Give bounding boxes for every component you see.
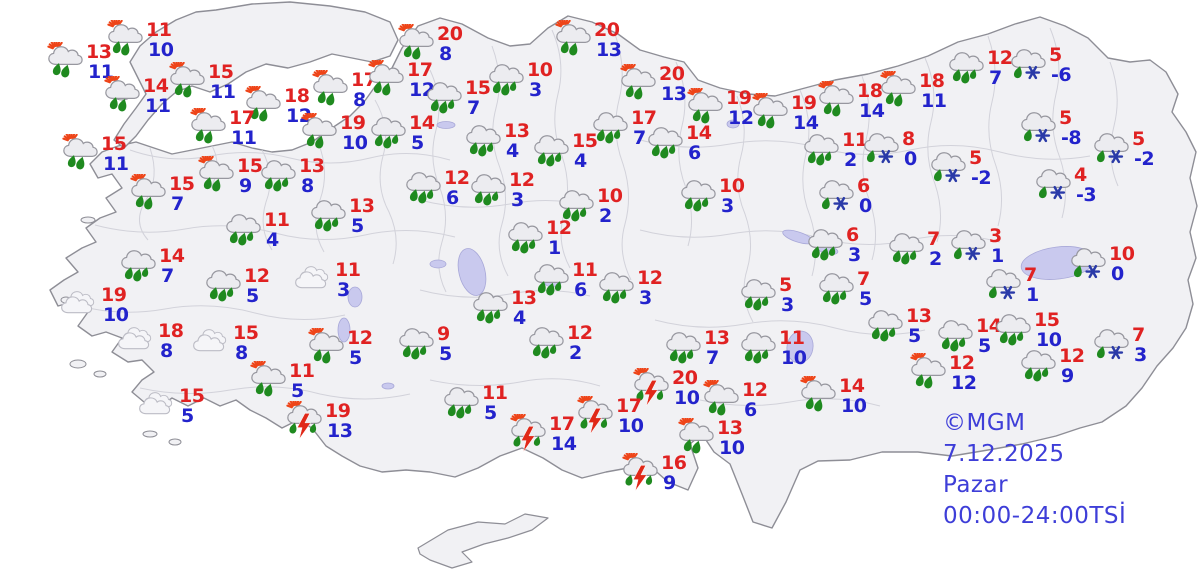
footer: ©MGM 7.12.2025 Pazar 00:00-24:00TSİ (943, 408, 1126, 532)
attribution-text: ©MGM (943, 410, 1026, 436)
time-range-text: 00:00-24:00TSİ (943, 503, 1127, 529)
cyprus-outline (417, 513, 549, 569)
thrace-outline (113, 1, 399, 149)
day-text: Pazar (943, 472, 1009, 498)
date-text: 7.12.2025 (943, 441, 1065, 467)
